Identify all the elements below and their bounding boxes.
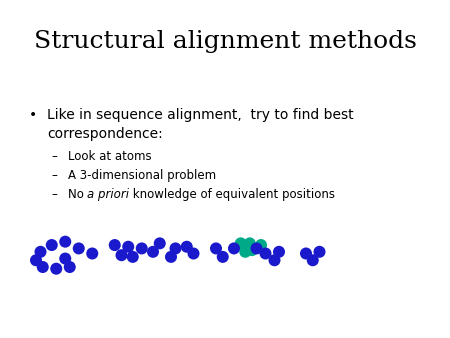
Point: [271, 258, 278, 263]
Point: [275, 249, 283, 255]
Text: •: •: [29, 108, 37, 122]
Point: [242, 249, 249, 255]
Point: [246, 241, 253, 246]
Point: [248, 247, 256, 253]
Point: [62, 239, 69, 244]
Point: [156, 241, 163, 246]
Point: [62, 256, 69, 261]
Point: [125, 244, 132, 249]
Point: [262, 251, 269, 256]
Text: Look at atoms: Look at atoms: [68, 150, 151, 163]
Point: [316, 249, 323, 255]
Point: [230, 246, 238, 251]
Point: [37, 249, 44, 255]
Point: [309, 258, 316, 263]
Point: [53, 266, 60, 271]
Text: No: No: [68, 188, 87, 200]
Text: Structural alignment methods: Structural alignment methods: [34, 30, 416, 53]
Point: [212, 246, 220, 251]
Point: [237, 241, 244, 246]
Point: [167, 254, 175, 260]
Point: [138, 246, 145, 251]
Point: [302, 251, 310, 256]
Text: A 3-dimensional problem: A 3-dimensional problem: [68, 169, 216, 182]
Point: [75, 246, 82, 251]
Point: [190, 251, 197, 256]
Point: [129, 254, 136, 260]
Text: a priori: a priori: [87, 188, 129, 200]
Point: [66, 264, 73, 270]
Point: [48, 242, 55, 248]
Text: knowledge of equivalent positions: knowledge of equivalent positions: [129, 188, 335, 200]
Point: [257, 242, 265, 248]
Point: [172, 246, 179, 251]
Point: [111, 242, 118, 248]
Point: [183, 244, 190, 249]
Point: [39, 264, 46, 270]
Text: Like in sequence alignment,  try to find best
correspondence:: Like in sequence alignment, try to find …: [47, 108, 354, 141]
Point: [149, 249, 157, 255]
Point: [118, 252, 125, 258]
Point: [253, 246, 260, 251]
Text: –: –: [52, 169, 58, 182]
Text: –: –: [52, 150, 58, 163]
Point: [219, 254, 226, 260]
Point: [89, 251, 96, 256]
Text: –: –: [52, 188, 58, 200]
Point: [32, 258, 40, 263]
